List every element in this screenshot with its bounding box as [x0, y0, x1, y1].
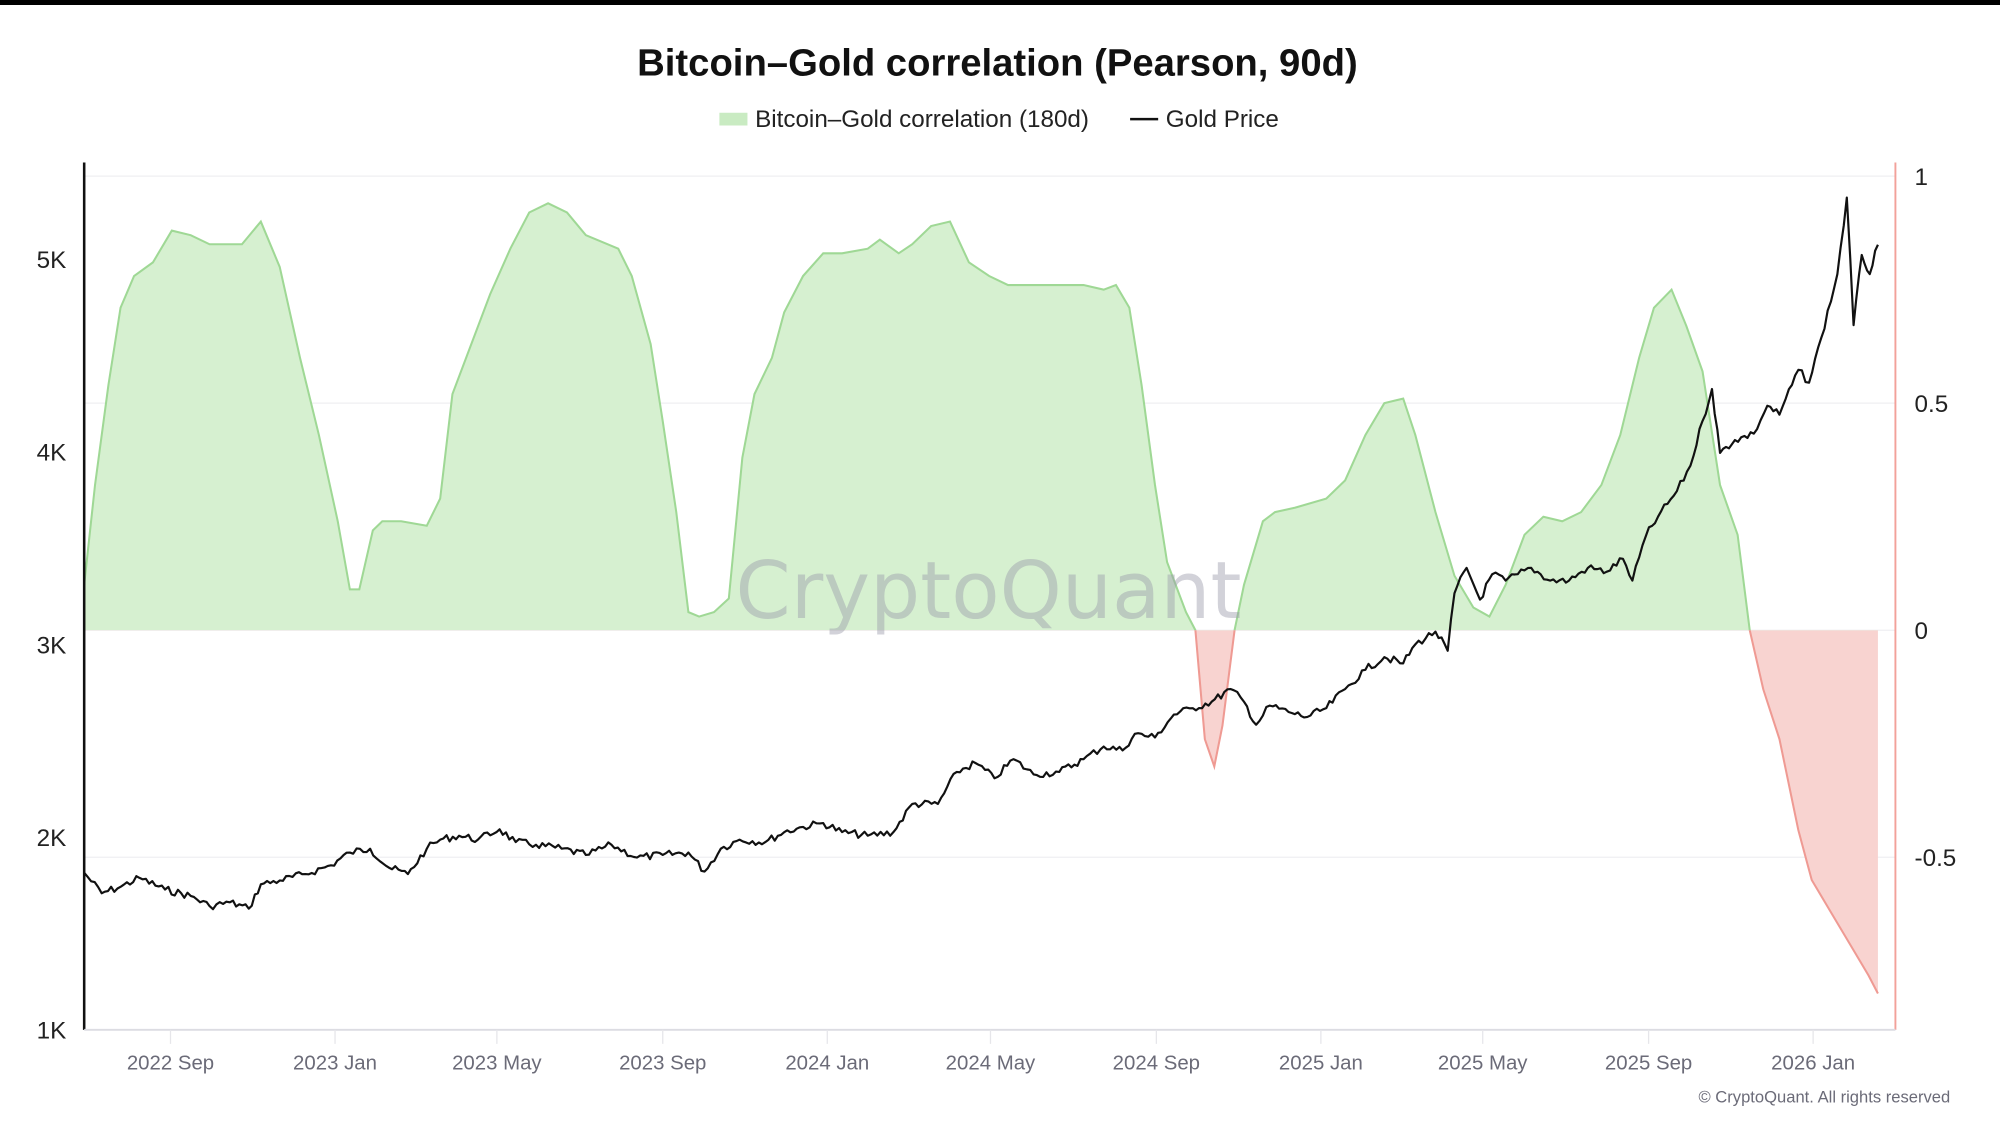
y-right-tick-label: 0	[1915, 618, 1928, 645]
x-tick-label: 2024 Jan	[785, 1052, 869, 1074]
correlation-area-positive	[84, 203, 1750, 631]
x-tick-label: 2023 May	[452, 1052, 542, 1074]
legend: Bitcoin–Gold correlation (180d) Gold Pri…	[719, 106, 1279, 133]
y-right-tick-label: -0.5	[1915, 845, 1957, 872]
x-tick-label: 2024 May	[946, 1052, 1036, 1074]
x-tick-label: 2025 Sep	[1605, 1052, 1692, 1074]
top-border	[0, 0, 2000, 5]
y-left-tick-label: 2K	[37, 825, 67, 852]
y-left-tick-label: 5K	[37, 247, 67, 274]
x-tick-label: 2024 Sep	[1113, 1052, 1200, 1074]
legend-label-correlation: Bitcoin–Gold correlation (180d)	[755, 106, 1089, 133]
y-left-tick-label: 3K	[37, 632, 67, 659]
legend-label-gold: Gold Price	[1166, 106, 1279, 133]
x-tick-label: 2026 Jan	[1771, 1052, 1855, 1074]
y-left-tick-label: 4K	[37, 440, 67, 467]
gold-price-line	[83, 196, 1879, 911]
x-tick-label: 2025 Jan	[1279, 1052, 1363, 1074]
correlation-line-positive	[84, 202, 1751, 631]
y-left-tick-label: 1K	[37, 1018, 67, 1045]
legend-swatch-correlation	[719, 112, 748, 126]
copyright: © CryptoQuant. All rights reserved	[1698, 1088, 1950, 1107]
watermark: CryptoQuant	[735, 545, 1241, 637]
chart-title: Bitcoin–Gold correlation (Pearson, 90d)	[637, 42, 1358, 85]
axes: 1K 2K 3K 4K 5K 1 0.5 0 -0.5 2022 Sep 2023 Jan 2023 …	[37, 162, 1957, 1074]
x-tick-label: 2023 Sep	[619, 1052, 706, 1074]
plot-area	[83, 196, 1879, 994]
y-right-tick-label: 1	[1915, 164, 1928, 191]
y-right-tick-label: 0.5	[1915, 391, 1949, 418]
x-tick-label: 2022 Sep	[127, 1052, 214, 1074]
x-tick-label: 2023 Jan	[293, 1052, 377, 1074]
x-tick-label: 2025 May	[1438, 1052, 1528, 1074]
